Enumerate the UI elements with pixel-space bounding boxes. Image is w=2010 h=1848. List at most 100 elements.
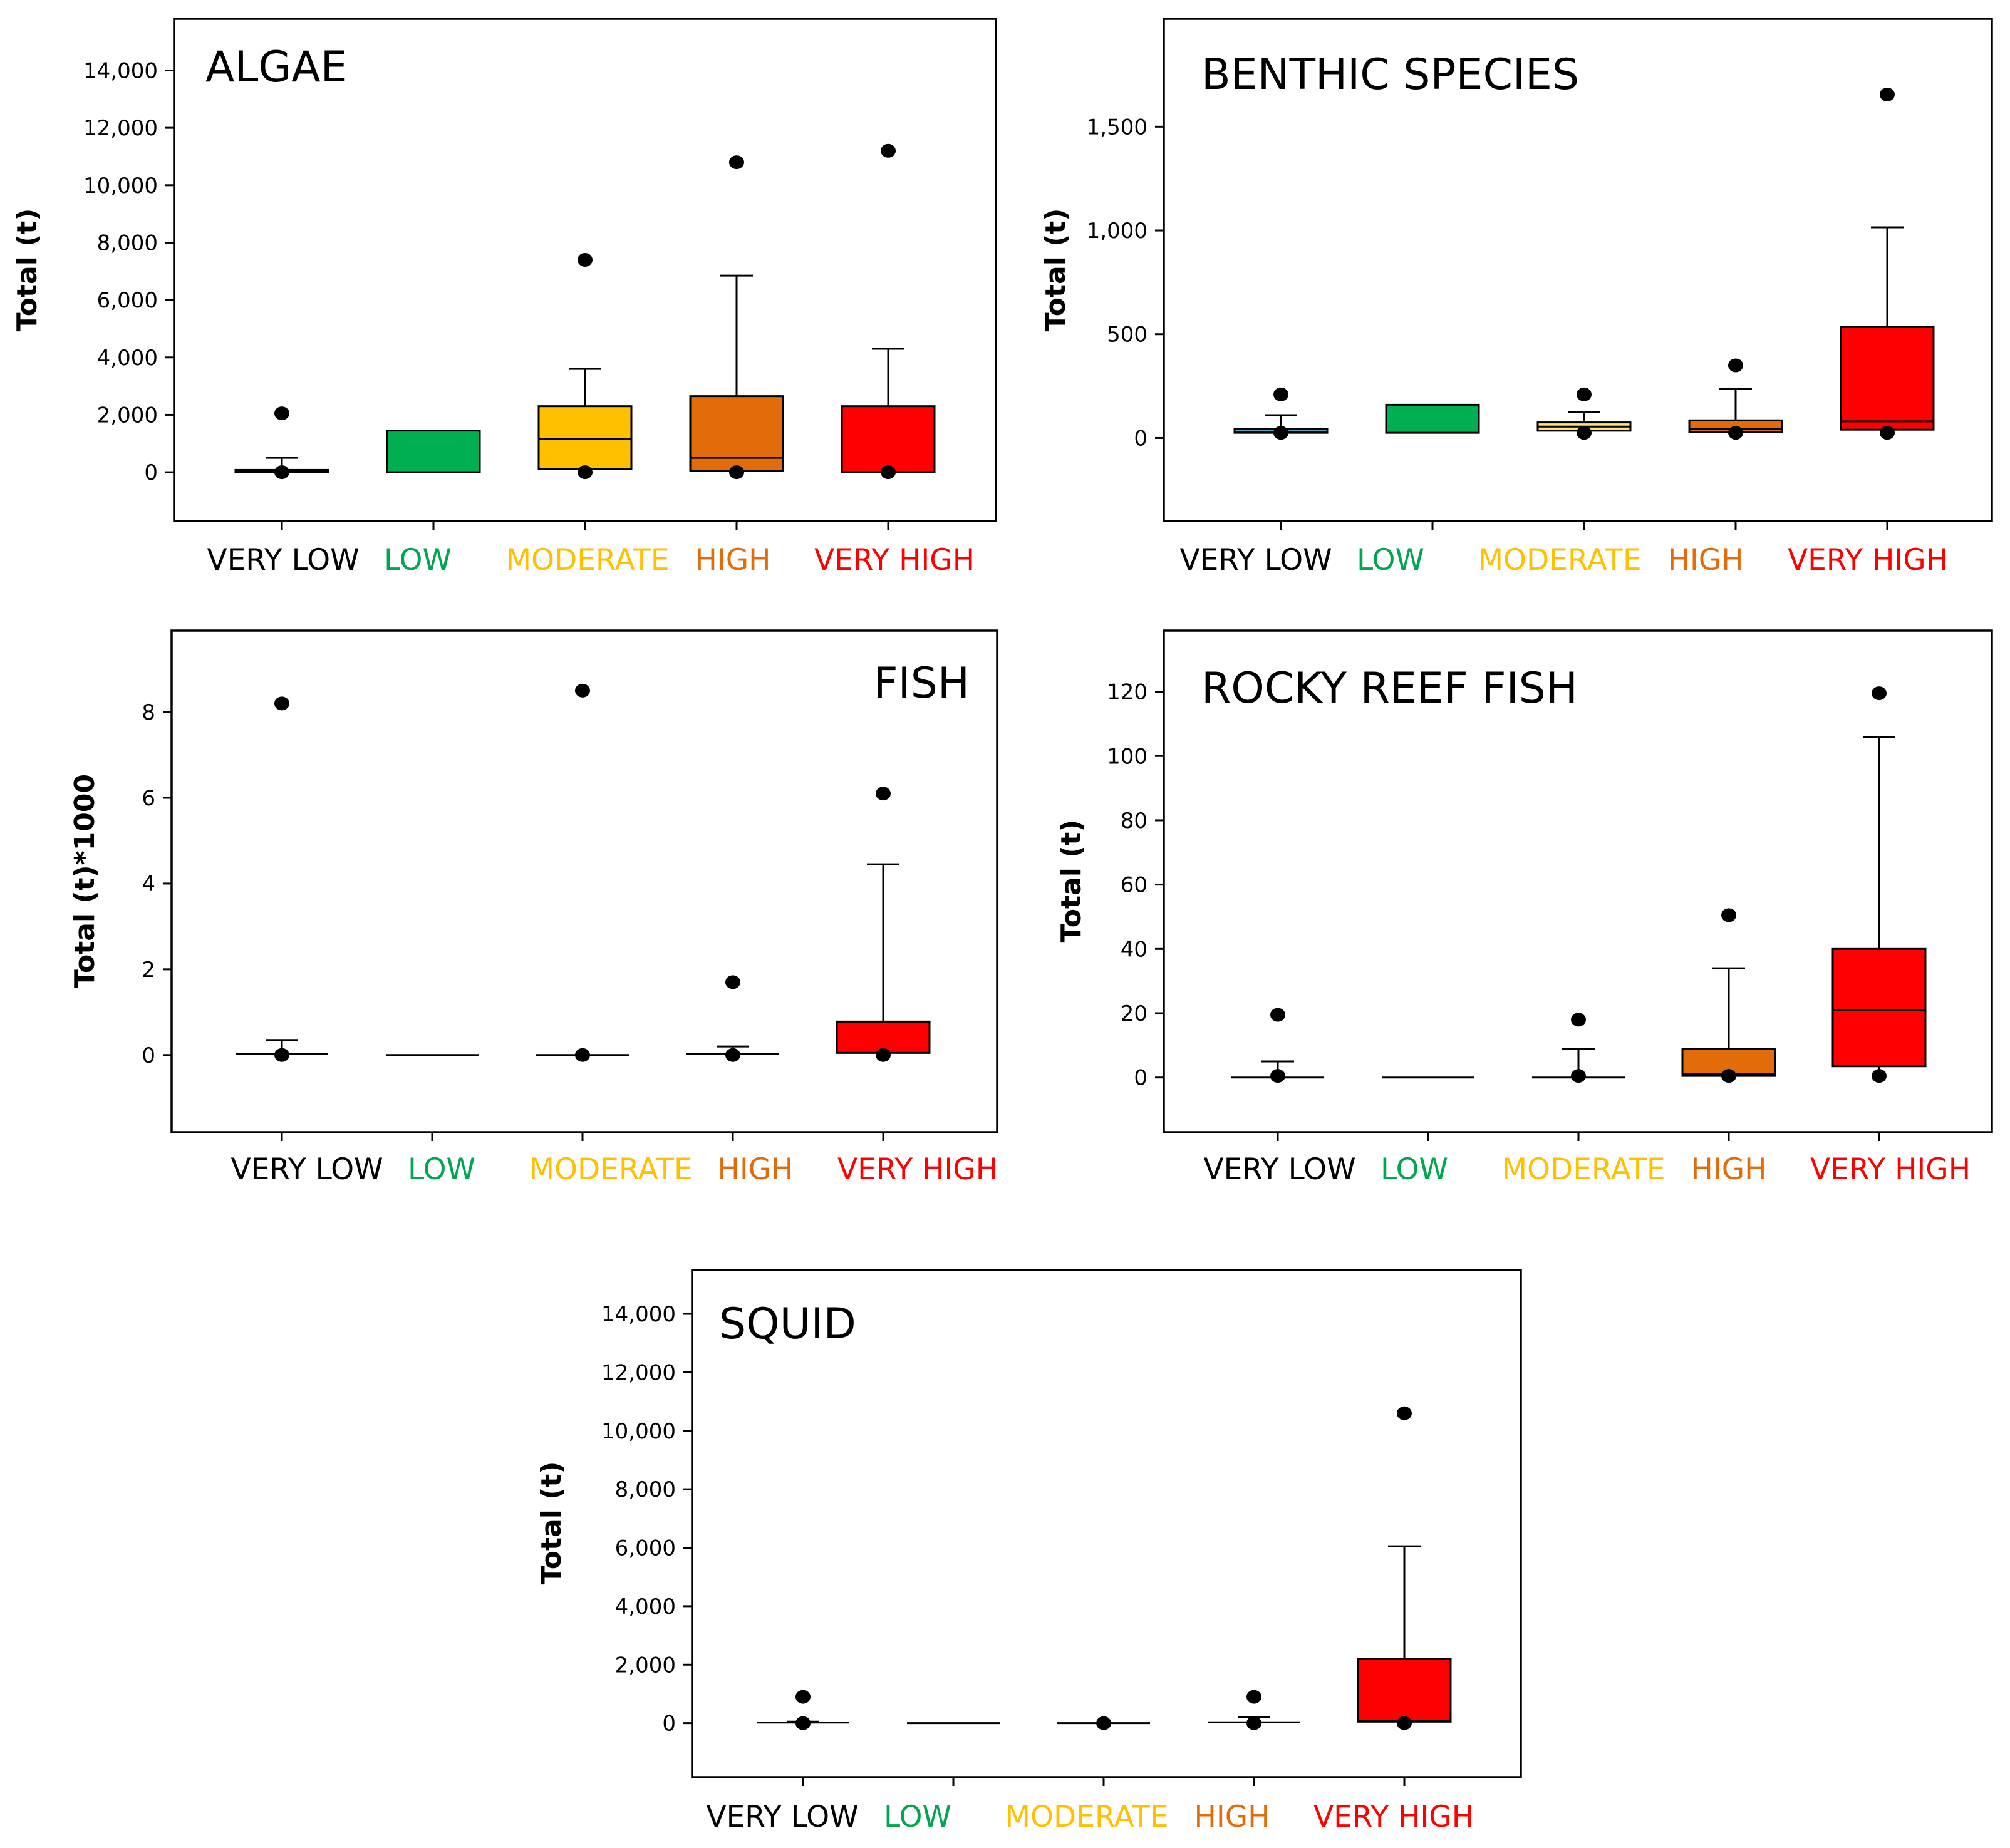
outlier-point: [1571, 1013, 1586, 1027]
y-tick-label: 2,000: [615, 1653, 676, 1678]
outlier-point: [1096, 1716, 1111, 1730]
y-tick-label: 14,000: [601, 1302, 676, 1327]
box-very-low: [236, 696, 328, 1062]
panel-title: SQUID: [719, 1299, 856, 1349]
box-moderate: [537, 252, 633, 480]
y-tick-label: 8,000: [615, 1477, 676, 1502]
outlier-point: [1577, 387, 1592, 401]
y-tick-label: 14,000: [83, 58, 158, 83]
panel-fish: 0 2 4 6 8 Total (t)*1000 FISH VERY LOW LOW MODERA…: [69, 629, 998, 1187]
category-label-very-low: VERY LOW: [706, 1800, 858, 1834]
box-iqr: [1840, 326, 1935, 431]
y-tick-label: 80: [1121, 808, 1147, 834]
outlier-point: [881, 143, 896, 158]
category-label-low: LOW: [408, 1152, 475, 1187]
y-tick-label: 0: [142, 1043, 155, 1068]
box-moderate: [1057, 1716, 1150, 1730]
box-moderate: [1532, 1013, 1625, 1083]
outlier-point: [725, 1048, 740, 1062]
outlier-point: [578, 252, 593, 267]
category-label-moderate: MODERATE: [1478, 543, 1641, 577]
outlier-point: [1721, 1069, 1736, 1083]
outlier-point: [729, 465, 744, 480]
box-high: [1681, 908, 1776, 1083]
box-very-high: [1357, 1406, 1452, 1730]
y-tick-label: 8,000: [97, 230, 158, 256]
plot-frame: [1163, 18, 1993, 522]
outlier-point: [1721, 908, 1736, 922]
category-label-very-low: VERY LOW: [1179, 543, 1332, 577]
y-tick-label: 6,000: [97, 288, 158, 313]
panel-title: ROCKY REEF FISH: [1201, 664, 1578, 713]
box-very-low: [1233, 387, 1329, 440]
box-iqr: [537, 405, 633, 471]
outlier-point: [1270, 1008, 1285, 1022]
panel-title: ALGAE: [205, 43, 348, 92]
outlier-point: [729, 155, 744, 170]
box-very-high: [841, 143, 936, 480]
y-tick-label: 20: [1121, 1001, 1147, 1026]
panel-rocky-reef-fish: 0 20 40 60 80 100 120 Total (t) ROCKY REEF FISH V…: [1055, 629, 1993, 1187]
outlier-point: [795, 1716, 811, 1730]
outlier-point: [1880, 87, 1895, 101]
box-high: [686, 975, 779, 1062]
outlier-point: [876, 1048, 891, 1062]
y-axis-label: Total (t): [1055, 820, 1087, 943]
y-tick-label: 0: [1134, 1066, 1147, 1091]
outlier-point: [1246, 1716, 1261, 1730]
y-tick-label: 120: [1107, 680, 1147, 705]
y-tick-label: 2: [142, 958, 155, 983]
y-tick-label: 100: [1107, 744, 1147, 769]
outlier-point: [274, 696, 289, 711]
category-label-low: LOW: [1381, 1152, 1448, 1187]
box-low: [1385, 403, 1480, 434]
y-tick-label: 8: [142, 700, 155, 725]
box-high: [1208, 1690, 1300, 1730]
outlier-point: [1270, 1069, 1285, 1083]
outlier-point: [578, 465, 593, 480]
outlier-point: [876, 787, 891, 801]
box-iqr: [841, 405, 936, 473]
category-label-low: LOW: [1357, 543, 1424, 577]
y-tick-label: 0: [1134, 426, 1147, 451]
box-moderate: [536, 683, 629, 1062]
outlier-point: [1273, 387, 1288, 401]
box-iqr: [1385, 403, 1480, 434]
outlier-point: [1880, 426, 1895, 440]
box-very-low: [757, 1690, 849, 1730]
outlier-point: [1728, 358, 1743, 373]
panel-title: FISH: [874, 659, 970, 708]
y-tick-label: 1,000: [1087, 219, 1147, 244]
category-label-very-low: VERY LOW: [1203, 1152, 1355, 1187]
outlier-point: [1273, 426, 1288, 440]
outlier-point: [575, 1048, 590, 1062]
outlier-point: [274, 406, 289, 421]
y-tick-label: 12,000: [601, 1360, 676, 1385]
y-axis-label: Total (t): [11, 209, 43, 332]
outlier-point: [1397, 1716, 1412, 1730]
box-low: [386, 430, 481, 473]
category-label-very-low: VERY LOW: [231, 1152, 383, 1187]
outlier-point: [881, 465, 896, 480]
box-iqr: [1831, 947, 1927, 1068]
y-axis-label: Total (t): [536, 1462, 567, 1585]
category-label-high: HIGH: [1194, 1800, 1270, 1834]
box-iqr: [689, 395, 784, 472]
category-label-very-high: VERY HIGH: [1788, 543, 1948, 577]
y-tick-label: 4,000: [97, 346, 158, 371]
y-tick-label: 4,000: [615, 1594, 676, 1619]
category-label-moderate: MODERATE: [529, 1152, 692, 1187]
y-tick-label: 10,000: [601, 1419, 676, 1444]
outlier-point: [1577, 426, 1592, 440]
box-very-low: [1231, 1008, 1324, 1083]
outlier-point: [1728, 426, 1743, 440]
outlier-point: [274, 465, 289, 480]
category-label-low: LOW: [884, 1800, 951, 1834]
panel-benthic-species: 0 500 1,000 1,500 Total (t) BENTHIC SPECIES VE…: [1040, 18, 1993, 577]
outlier-point: [1246, 1690, 1261, 1704]
y-axis-label: Total (t): [1040, 209, 1072, 332]
category-label-low: LOW: [384, 543, 452, 577]
outlier-point: [725, 975, 740, 989]
category-label-high: HIGH: [1691, 1152, 1767, 1187]
